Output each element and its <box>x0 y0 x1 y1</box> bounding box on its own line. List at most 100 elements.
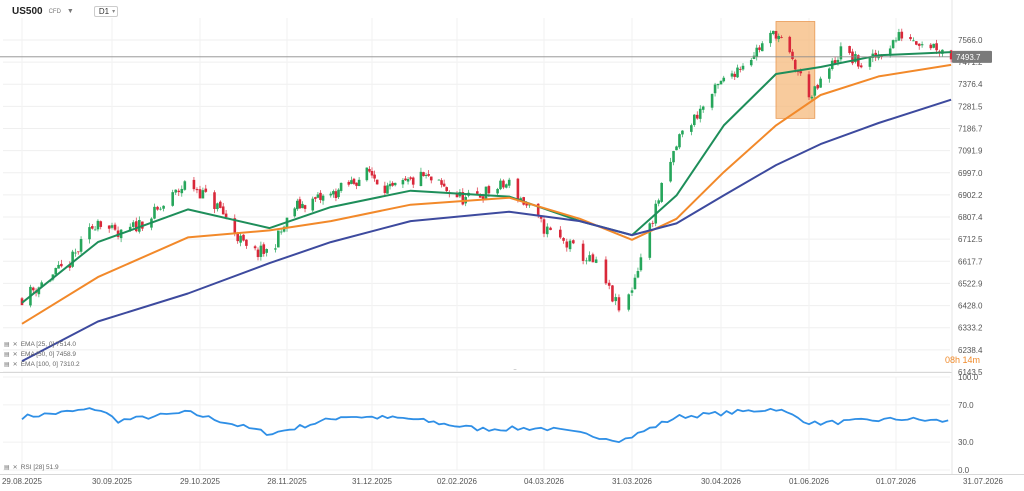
candle-body <box>440 180 443 185</box>
candle-body <box>224 213 228 218</box>
candle-body <box>681 130 684 135</box>
candle-body <box>298 199 302 209</box>
settings-icon[interactable]: ▤ <box>4 362 10 368</box>
candle-body <box>262 244 266 254</box>
candle-body <box>627 294 631 310</box>
date-tick-label: 30.09.2025 <box>92 477 133 486</box>
candle-body <box>496 188 499 194</box>
candle-body <box>528 204 531 206</box>
candle-body <box>40 282 43 288</box>
candle-body <box>755 47 759 58</box>
candle-body <box>502 180 505 188</box>
close-icon[interactable]: ✕ <box>12 352 18 358</box>
chevron-down-icon[interactable]: ▼ <box>66 8 74 15</box>
candle-body <box>769 32 772 44</box>
candle-body <box>539 216 543 219</box>
candle-body <box>771 30 775 35</box>
candle-body <box>337 189 340 198</box>
candle-body <box>749 59 753 66</box>
candle-body <box>88 227 91 240</box>
candle-body <box>99 221 103 227</box>
candle-body <box>499 180 502 190</box>
candle-body <box>672 151 675 163</box>
legend-ema25[interactable]: ▤ ✕ EMA [25, 0] 7514.0 <box>4 341 76 348</box>
candle-body <box>791 51 794 60</box>
date-tick-label: 29.10.2025 <box>180 477 221 486</box>
candle-body <box>591 254 595 263</box>
candle-body <box>174 189 178 193</box>
close-icon[interactable]: ✕ <box>12 342 18 348</box>
candle-body <box>401 179 405 185</box>
candle-body <box>93 229 97 231</box>
legend-ema50[interactable]: ▤ ✕ EMA [50, 0] 7458.9 <box>4 351 76 358</box>
settings-icon[interactable]: ▤ <box>4 352 10 358</box>
candle-body <box>156 206 159 210</box>
candle-body <box>107 225 111 229</box>
candle-body <box>675 146 678 151</box>
candle-body <box>259 245 263 257</box>
timeframe-select[interactable]: D1 ▾ <box>93 6 119 17</box>
last-price-badge <box>952 50 992 63</box>
candle-body <box>900 31 904 39</box>
candle-body <box>159 208 162 210</box>
candle-body <box>633 277 637 290</box>
legend-ema50-label: EMA [50, 0] 7458.9 <box>20 351 76 358</box>
candle-body <box>780 37 783 38</box>
candle-body <box>678 134 681 148</box>
date-tick-label: 31.12.2025 <box>352 477 393 486</box>
candle-body <box>204 188 208 192</box>
candle-body <box>213 192 216 209</box>
candle-body <box>195 189 199 191</box>
ema50-line <box>21 63 952 325</box>
candle-body <box>716 83 720 86</box>
candle-body <box>91 226 94 229</box>
candle-body <box>332 191 335 195</box>
candle-body <box>819 78 822 88</box>
candle-body <box>311 198 315 211</box>
ema100-line <box>21 98 952 362</box>
candle-body <box>339 182 343 191</box>
candle-body <box>894 40 898 42</box>
candle-body <box>639 257 643 271</box>
candle-body <box>713 84 717 94</box>
candle-body <box>265 249 268 253</box>
candle-body <box>236 233 239 242</box>
legend-rsi[interactable]: ▤ ✕ RSI [28] 51.9 <box>4 464 59 471</box>
close-icon[interactable]: ✕ <box>12 362 18 368</box>
candle-body <box>293 208 297 217</box>
candle-body <box>562 238 565 241</box>
candle-body <box>201 190 205 199</box>
candle-body <box>588 255 591 262</box>
date-tick-label: 30.04.2026 <box>701 477 742 486</box>
candle-body <box>585 260 588 262</box>
symbol-label[interactable]: US500 <box>12 6 43 17</box>
chart-header: US500 CFD ▼ D1 ▾ <box>12 6 119 17</box>
candle-body <box>383 185 387 193</box>
legend-rsi-label: RSI [28] 51.9 <box>20 464 59 471</box>
date-tick-label: 01.06.2026 <box>789 477 830 486</box>
legend-ema100[interactable]: ▤ ✕ EMA [100, 0] 7310.2 <box>4 361 80 368</box>
candle-body <box>355 182 358 186</box>
candle-body <box>848 46 851 54</box>
candle-body <box>71 251 74 267</box>
candle-body <box>581 243 585 261</box>
candle-body <box>701 106 705 110</box>
candle-body <box>110 225 114 228</box>
date-tick-label: 31.07.2026 <box>963 477 1004 486</box>
settings-icon[interactable]: ▤ <box>4 342 10 348</box>
candle-body <box>316 194 320 198</box>
candle-body <box>31 287 35 291</box>
close-icon[interactable]: ✕ <box>12 465 18 471</box>
candle-body <box>917 43 921 46</box>
candle-body <box>245 239 248 246</box>
date-tick-label: 31.03.2026 <box>612 477 653 486</box>
candle-body <box>636 271 640 278</box>
candle-body <box>334 191 338 198</box>
candle-body <box>404 178 407 181</box>
candle-body <box>128 226 132 231</box>
settings-icon[interactable]: ▤ <box>4 465 10 471</box>
candle-body <box>274 248 277 250</box>
candle-body <box>733 73 737 77</box>
candle-body <box>37 287 41 295</box>
